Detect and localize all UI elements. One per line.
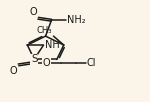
Text: NH₂: NH₂ xyxy=(67,15,86,25)
Text: O: O xyxy=(29,7,37,17)
Text: S: S xyxy=(31,54,38,64)
Text: O: O xyxy=(43,58,50,68)
Text: CH₃: CH₃ xyxy=(36,26,52,35)
Text: Cl: Cl xyxy=(87,58,96,68)
Text: NH: NH xyxy=(45,40,60,50)
Text: O: O xyxy=(9,66,17,76)
